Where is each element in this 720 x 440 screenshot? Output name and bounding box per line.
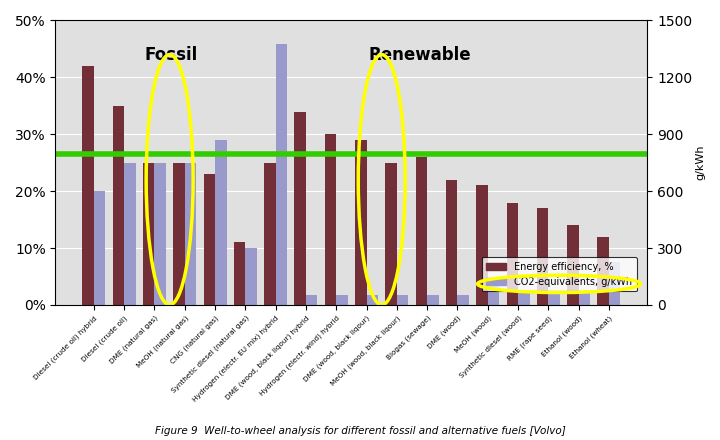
- Bar: [397, 295, 408, 305]
- Bar: [204, 174, 215, 305]
- Bar: [234, 242, 246, 305]
- Bar: [579, 291, 590, 305]
- Bar: [155, 163, 166, 305]
- Bar: [325, 134, 336, 305]
- Text: Renewable: Renewable: [368, 46, 471, 64]
- Bar: [276, 44, 287, 305]
- Bar: [476, 185, 487, 305]
- Bar: [366, 295, 378, 305]
- Bar: [487, 286, 499, 305]
- Bar: [427, 295, 438, 305]
- Bar: [82, 66, 94, 305]
- Bar: [246, 248, 257, 305]
- Bar: [507, 202, 518, 305]
- Bar: [549, 291, 560, 305]
- Legend: Energy efficiency, %, CO2-equivalents, g/kWh: Energy efficiency, %, CO2-equivalents, g…: [482, 257, 636, 291]
- Bar: [598, 237, 609, 305]
- Bar: [537, 208, 549, 305]
- Text: Fossil: Fossil: [144, 46, 197, 64]
- Text: Figure 9  Well-to-wheel analysis for different fossil and alternative fuels [Vol: Figure 9 Well-to-wheel analysis for diff…: [155, 425, 565, 436]
- Bar: [457, 295, 469, 305]
- Bar: [174, 163, 185, 305]
- Bar: [215, 140, 227, 305]
- Bar: [124, 163, 135, 305]
- Bar: [446, 180, 457, 305]
- Bar: [306, 295, 318, 305]
- Bar: [294, 111, 306, 305]
- Bar: [185, 163, 197, 305]
- Bar: [385, 163, 397, 305]
- Bar: [355, 140, 366, 305]
- Bar: [112, 106, 124, 305]
- Bar: [567, 225, 579, 305]
- Bar: [609, 262, 621, 305]
- Bar: [264, 163, 276, 305]
- Bar: [143, 163, 155, 305]
- Bar: [94, 191, 105, 305]
- Y-axis label: g/kWh: g/kWh: [695, 145, 705, 180]
- Bar: [415, 157, 427, 305]
- Bar: [518, 291, 530, 305]
- Bar: [336, 295, 348, 305]
